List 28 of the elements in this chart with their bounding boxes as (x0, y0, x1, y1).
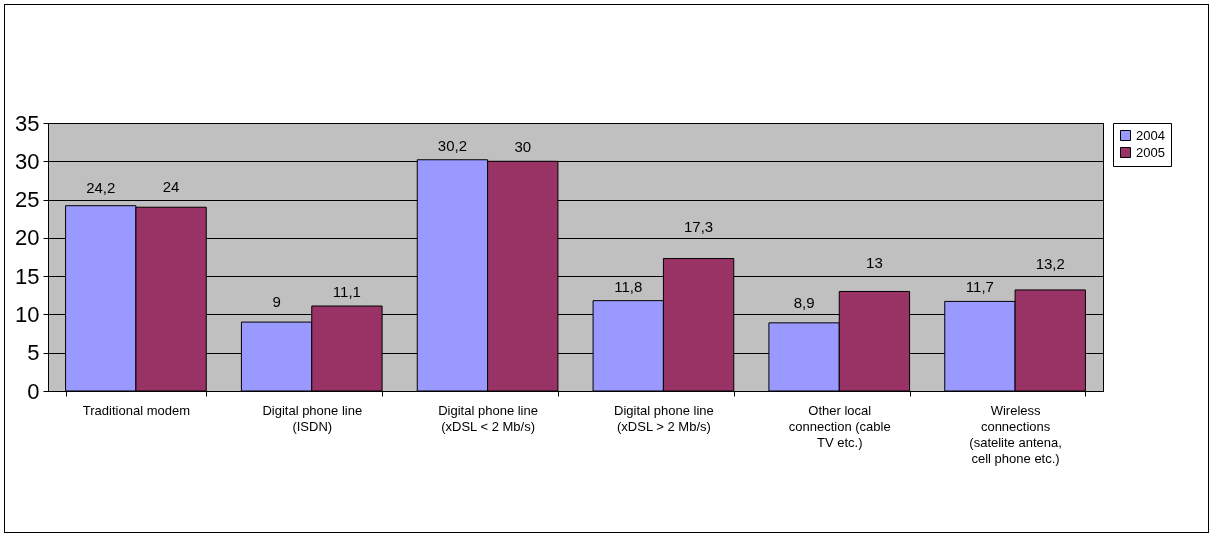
data-label: 11,8 (614, 277, 643, 295)
data-label: 8,9 (793, 293, 815, 311)
x-tick-label: Digital phone line (xDSL < 2 Mb/s) (438, 402, 538, 434)
x-tick-label: Wireless connections (satelite antena, cell phone etc.) (969, 402, 1062, 466)
y-tick-label: 30 (15, 148, 40, 174)
x-tick-label: Other local connection (cable TV etc.) (788, 402, 891, 450)
x-tick-label: Traditional modem (82, 402, 191, 418)
data-label: 11,7 (965, 278, 994, 296)
y-tick-label: 20 (15, 225, 40, 251)
y-tick-label: 5 (27, 340, 40, 366)
data-label: 24,2 (86, 178, 116, 196)
data-label: 11,1 (332, 283, 361, 301)
y-tick-label: 0 (27, 378, 40, 404)
x-tick-label: Digital phone line (xDSL > 2 Mb/s) (614, 402, 714, 434)
y-tick-label: 25 (15, 187, 40, 213)
data-label: 13,2 (1035, 254, 1065, 272)
x-tick-label: Digital phone line (ISDN) (262, 402, 363, 434)
legend-label: 2004 (1136, 127, 1165, 143)
data-label: 17,3 (683, 217, 714, 235)
data-label: 13 (866, 254, 883, 272)
data-label: 30,2 (437, 136, 468, 154)
y-tick-label: 15 (15, 263, 40, 289)
data-label: 9 (272, 293, 281, 311)
data-label: 24 (162, 178, 180, 196)
y-tick-label: 10 (15, 301, 40, 327)
data-label: 30 (514, 138, 532, 156)
y-tick-label: 35 (15, 110, 40, 136)
legend-label: 2005 (1136, 144, 1165, 160)
